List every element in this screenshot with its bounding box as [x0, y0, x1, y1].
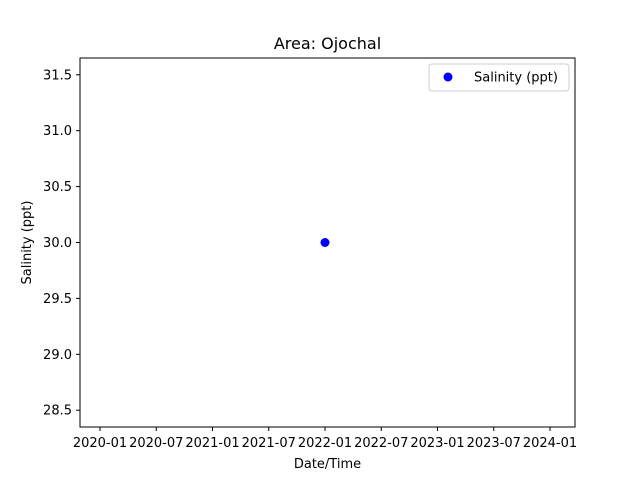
y-tick-label: 31.0	[43, 124, 72, 139]
legend: Salinity (ppt)	[428, 63, 570, 92]
data-points	[320, 238, 330, 247]
x-tick-label: 2021-07	[242, 436, 296, 451]
y-tick-label: 29.0	[43, 348, 72, 363]
x-tick-label: 2024-01	[523, 436, 577, 451]
x-axis-label: Date/Time	[294, 457, 361, 472]
y-tick-label: 30.5	[43, 180, 72, 195]
x-axis: 2020-01 2020-07 2021-01 2021-07 2022-01 2022-…	[73, 427, 577, 451]
x-tick-label: 2023-07	[467, 436, 521, 451]
y-tick-label: 30.0	[43, 236, 72, 251]
legend-box	[428, 63, 570, 92]
y-axis-label: Salinity (ppt)	[20, 201, 35, 285]
y-tick-label: 28.5	[43, 404, 72, 419]
y-tick-label: 31.5	[43, 68, 72, 83]
y-axis: 28.5 29.0 29.5 30.0 30.5 31.0 31.5	[43, 68, 80, 419]
x-tick-label: 2021-01	[185, 436, 239, 451]
chart-title: Area: Ojochal	[274, 34, 381, 53]
y-tick-label: 29.5	[43, 292, 72, 307]
x-tick-label: 2023-01	[410, 436, 464, 451]
data-point	[320, 238, 330, 247]
x-tick-label: 2022-07	[354, 436, 408, 451]
x-tick-label: 2020-07	[129, 436, 183, 451]
x-tick-label: 2022-01	[298, 436, 352, 451]
legend-label: Salinity (ppt)	[474, 71, 558, 86]
x-tick-label: 2020-01	[73, 436, 127, 451]
legend-marker	[443, 72, 453, 82]
